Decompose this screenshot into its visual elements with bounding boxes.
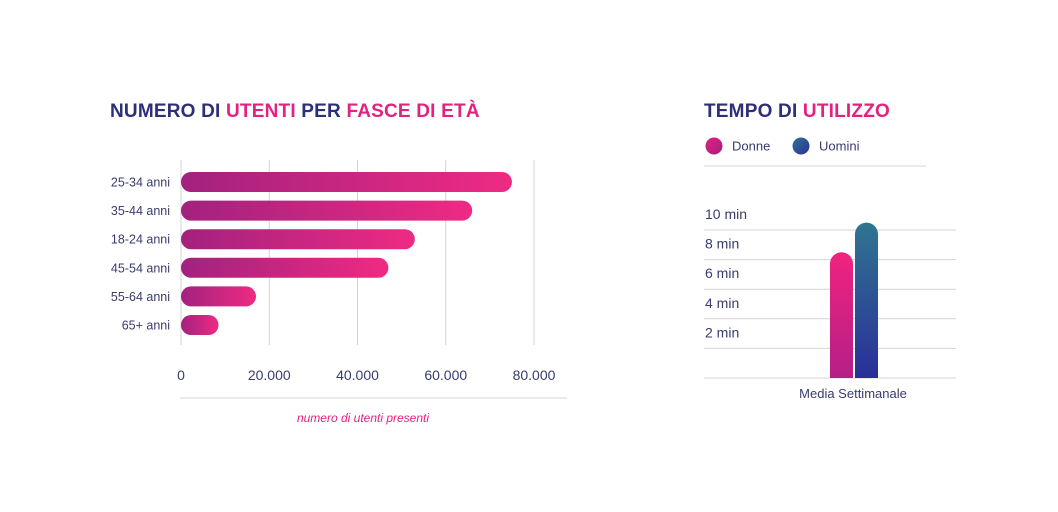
bar-25-34-anni xyxy=(181,172,512,192)
bar-18-24-anni xyxy=(181,229,415,250)
y-tick-label: 8 min xyxy=(705,236,739,252)
age-title-part-3: PER xyxy=(295,101,347,122)
usage-title-part-2: UTILIZZO xyxy=(802,101,891,122)
x-tick-label: 60.000 xyxy=(424,367,467,383)
y-category-label: 45-54 anni xyxy=(111,261,170,275)
bar-55-64-anni xyxy=(181,286,257,307)
y-tick-label: 10 min xyxy=(705,206,747,222)
legend-label-donne: Donne xyxy=(732,139,770,154)
usage-title-part-1: TEMPO DI xyxy=(704,101,803,122)
y-category-label: 18-24 anni xyxy=(111,233,170,247)
age-chart-title: NUMERO DI UTENTI PER FASCE DI ETÀ xyxy=(110,101,480,123)
x-axis-label: numero di utenti presenti xyxy=(297,411,429,425)
usage-chart-title: TEMPO DI UTILIZZO xyxy=(704,101,890,123)
bar-45-54-anni xyxy=(181,257,389,278)
y-tick-label: 4 min xyxy=(705,295,739,311)
legend-swatch-uomini xyxy=(792,137,810,155)
legend-label-uomini: Uomini xyxy=(819,139,860,154)
y-tick-label: 2 min xyxy=(705,324,739,340)
y-category-label: 65+ anni xyxy=(122,319,170,333)
y-category-label: 55-64 anni xyxy=(111,290,170,304)
age-title-part-4: FASCE DI ETÀ xyxy=(346,101,480,122)
x-tick-label: 80.000 xyxy=(513,367,556,383)
bar-65-anni xyxy=(181,315,219,335)
x-tick-label: 0 xyxy=(177,367,185,383)
bar-uomini xyxy=(855,222,878,378)
age-title-part-2: UTENTI xyxy=(226,101,296,122)
bar-35-44-anni xyxy=(181,200,473,221)
y-category-label: 35-44 anni xyxy=(111,204,170,218)
x-tick-label: 20.000 xyxy=(248,367,291,383)
x-tick-label: 40.000 xyxy=(336,367,379,383)
age-title-part-1: NUMERO DI xyxy=(110,101,226,122)
bar-donne xyxy=(830,252,853,378)
y-category-label: 25-34 anni xyxy=(111,176,170,190)
y-tick-label: 6 min xyxy=(705,265,739,281)
legend-swatch-donne xyxy=(705,137,723,155)
x-category-label: Media Settimanale xyxy=(799,386,907,401)
